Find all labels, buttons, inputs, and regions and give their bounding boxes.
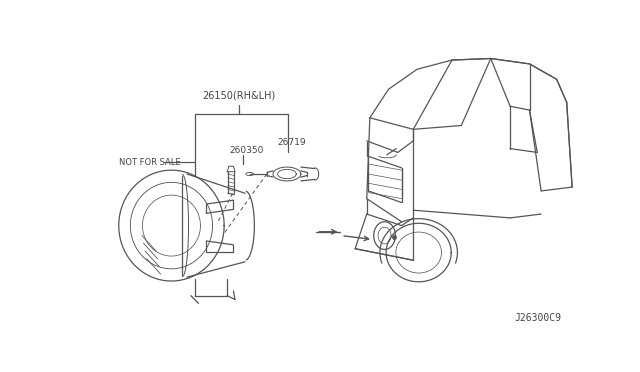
Text: NOT FOR SALE: NOT FOR SALE [119,158,180,167]
Text: 26719: 26719 [278,138,307,147]
Text: 26150(RH&LH): 26150(RH&LH) [202,91,275,101]
Text: 260350: 260350 [230,146,264,155]
Text: J26300C9: J26300C9 [514,313,561,323]
